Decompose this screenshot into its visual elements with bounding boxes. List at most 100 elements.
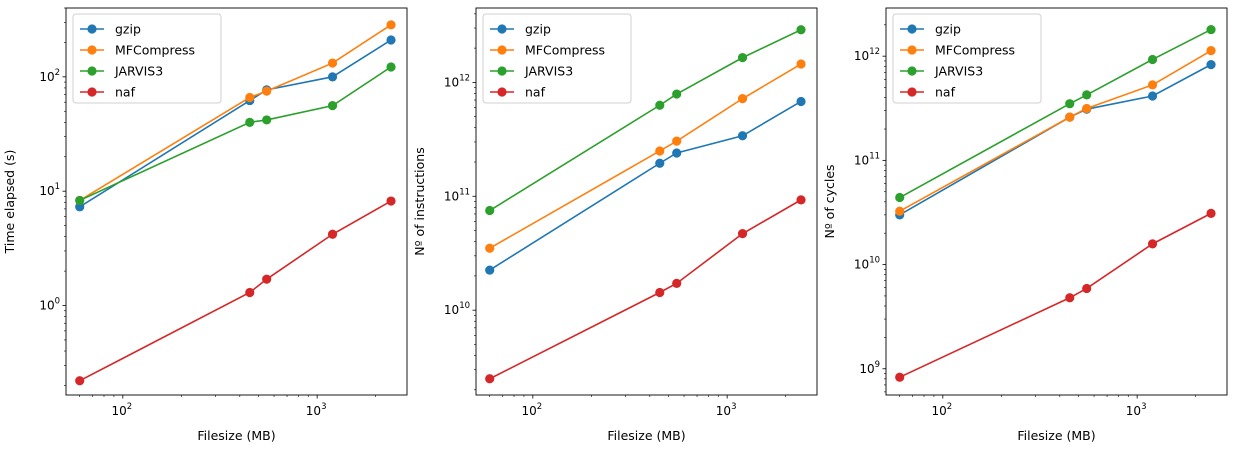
data-point	[1065, 293, 1075, 303]
legend-label: gzip	[525, 22, 551, 37]
data-point	[1065, 112, 1075, 122]
legend: gzip MFCompress JARVIS3 naf	[72, 13, 222, 104]
data-point	[895, 192, 905, 203]
data-point	[1147, 54, 1158, 65]
data-point	[796, 59, 806, 69]
legend-label: JARVIS3	[524, 64, 573, 79]
data-point	[485, 243, 495, 253]
legend-label: naf	[115, 85, 136, 100]
y-tick-label-exponent: 1	[55, 182, 60, 192]
series-line	[79, 200, 392, 382]
legend-box	[482, 13, 632, 104]
legend-marker	[87, 45, 97, 55]
series-MFCompress	[895, 46, 1216, 216]
data-point	[1147, 239, 1158, 249]
plot-frame	[475, 7, 818, 396]
data-point	[386, 196, 396, 206]
data-point	[327, 58, 338, 68]
data-point	[672, 136, 682, 146]
legend-marker	[87, 87, 97, 97]
x-tick-label: 102	[521, 402, 542, 418]
y-tick-label-exponent: 2	[55, 68, 60, 78]
data-point	[485, 265, 495, 275]
data-point	[386, 62, 396, 72]
y-tick-label-exponent: 10	[459, 301, 470, 311]
y-tick-label: 10	[39, 184, 54, 198]
data-point	[672, 148, 682, 158]
legend-marker	[907, 87, 917, 97]
legend-marker	[87, 24, 97, 34]
series-line	[899, 212, 1212, 378]
data-point	[737, 131, 748, 141]
data-point	[1206, 208, 1216, 218]
data-point	[327, 229, 338, 239]
y-tick-label-exponent: 12	[459, 73, 470, 83]
data-point	[796, 195, 806, 205]
y-tick-label-exponent: 0	[55, 297, 60, 307]
x-tick-label: 102	[931, 402, 952, 418]
series-JARVIS3	[75, 62, 396, 206]
data-point	[1082, 103, 1092, 114]
y-axis-label: Nº of cycles	[822, 164, 837, 238]
legend-marker	[87, 66, 97, 76]
y-tick-label: 10	[39, 70, 54, 84]
legend-marker	[907, 24, 917, 34]
legend-label: JARVIS3	[114, 64, 163, 79]
data-point	[737, 94, 748, 104]
data-point	[895, 372, 905, 382]
data-point	[1065, 99, 1075, 109]
data-point	[245, 117, 255, 127]
series-MFCompress	[485, 59, 806, 253]
y-tick-label-exponent: 12	[869, 47, 880, 57]
legend: gzip MFCompress JARVIS3 naf	[482, 13, 632, 104]
legend-marker	[907, 45, 917, 55]
data-point	[75, 195, 85, 206]
x-axis-label: Filesize (MB)	[1017, 428, 1095, 443]
data-point	[655, 287, 665, 298]
legend-label: naf	[525, 85, 546, 100]
data-point	[386, 20, 396, 30]
y-tick-label: 10	[854, 258, 869, 272]
series-line	[489, 100, 802, 271]
y-tick-label: 10	[444, 75, 459, 89]
legend-label: naf	[935, 85, 956, 100]
y-tick-label-exponent: 11	[459, 187, 470, 197]
series-line	[489, 199, 802, 380]
data-point	[895, 206, 905, 216]
data-point	[245, 92, 255, 103]
data-point	[1147, 80, 1158, 90]
series-naf	[895, 208, 1216, 382]
legend-marker	[497, 87, 507, 97]
series-JARVIS3	[895, 24, 1216, 203]
legend-label: JARVIS3	[934, 64, 983, 79]
legend-marker	[907, 66, 917, 76]
x-axis-label: Filesize (MB)	[197, 428, 275, 443]
data-point	[796, 96, 806, 107]
data-point	[1082, 90, 1092, 100]
data-point	[737, 53, 748, 63]
data-point	[1206, 24, 1216, 35]
y-tick-label: 10	[444, 303, 459, 317]
legend-marker	[497, 45, 507, 55]
series-naf	[75, 196, 396, 386]
legend-marker	[497, 66, 507, 76]
data-point	[262, 115, 272, 125]
legend-box	[72, 13, 222, 104]
series-naf	[485, 195, 806, 384]
plot-frame	[885, 7, 1228, 396]
data-point	[796, 25, 806, 35]
legend-label: MFCompress	[935, 43, 1015, 58]
data-point	[737, 229, 748, 239]
data-point	[1206, 60, 1216, 70]
y-tick-label: 10	[39, 299, 54, 313]
data-point	[1082, 283, 1092, 294]
data-point	[485, 374, 495, 384]
legend-box	[892, 13, 1042, 104]
data-point	[1206, 46, 1216, 56]
x-tick-label: 103	[306, 402, 327, 418]
data-point	[386, 35, 396, 45]
